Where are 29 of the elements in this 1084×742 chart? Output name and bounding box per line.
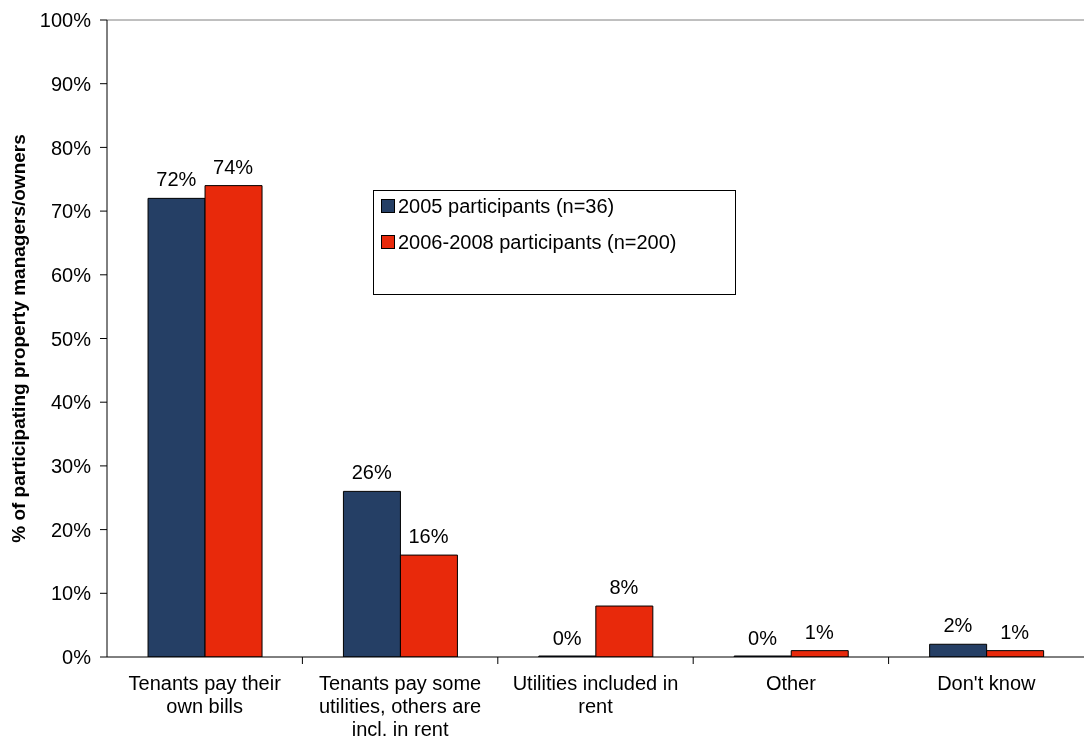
y-tick-label: 30% [50, 455, 92, 477]
y-tick-label: 90% [50, 72, 92, 95]
x-tick-label: Don't know [937, 672, 1037, 694]
y-tick-label: 80% [50, 136, 92, 159]
y-axis-title: % of participating property managers/owners [7, 134, 29, 543]
data-label: 74% [213, 155, 254, 178]
data-label: 8% [609, 576, 639, 599]
data-label: 26% [351, 461, 392, 484]
y-tick-label: 60% [50, 263, 92, 286]
y-tick-label: 0% [62, 646, 92, 669]
x-tick-label: Tenants pay their own bills [128, 672, 282, 717]
data-label: 16% [408, 525, 449, 548]
data-label: 0% [552, 627, 582, 649]
data-label: 0% [748, 627, 778, 649]
y-tick-label: 20% [50, 518, 92, 541]
x-tick-label: Utilities included in rent [512, 672, 679, 717]
y-tick-label: 50% [50, 327, 92, 350]
x-tick-label: Tenants pay some utilities, others are incl. in rent [318, 672, 482, 740]
legend-label: 2006-2008 participants (n=200) [398, 230, 677, 254]
data-label: 2% [943, 614, 973, 637]
y-tick-label: 10% [50, 582, 92, 605]
legend-label: 2005 participants (n=36) [398, 194, 615, 218]
x-tick-label: Other [765, 672, 817, 694]
data-label: 72% [156, 168, 197, 191]
y-tick-label: 40% [50, 391, 92, 414]
y-tick-label: 100% [39, 9, 92, 32]
y-tick-label: 70% [50, 200, 92, 223]
data-label: 1% [1000, 620, 1030, 643]
data-label: 1% [804, 620, 834, 643]
